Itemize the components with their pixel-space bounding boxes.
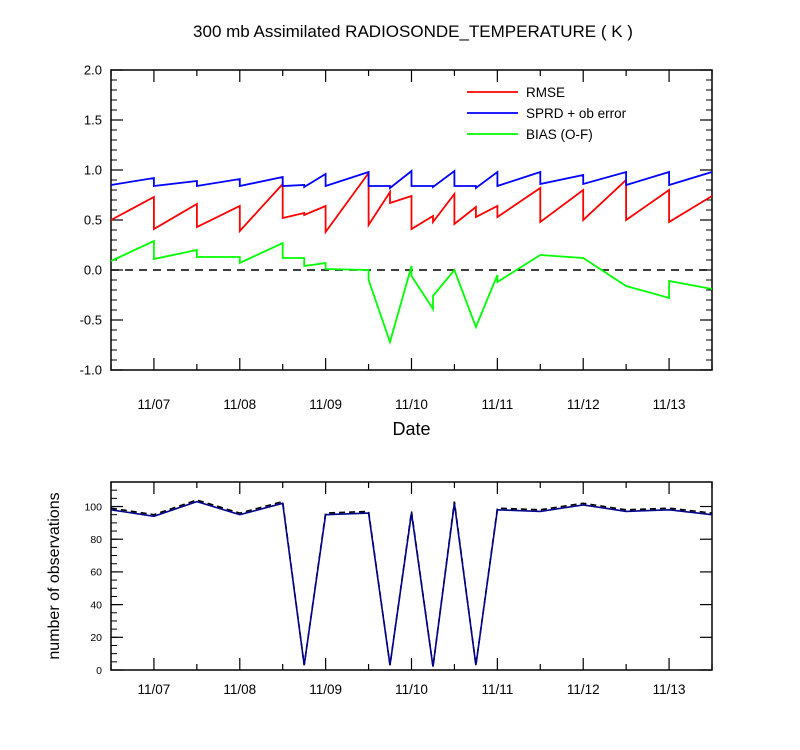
series-line-rmse	[110, 170, 713, 235]
bottom-panel-series	[110, 499, 713, 667]
y-tick-label: -0.5	[80, 313, 102, 328]
y-tick-label: 0.0	[84, 263, 102, 278]
x-tick-label: 11/09	[309, 397, 342, 412]
y-tick-label: 2.0	[84, 63, 102, 78]
series-line-bias-o-f	[110, 239, 713, 346]
x-tick-label: 11/13	[653, 397, 686, 412]
bottom-panel-tick-labels: 11/07 11/08 11/09 11/10 11/11 11/12 11/13 0 20 40…	[84, 501, 685, 697]
y-tick-label: 100	[84, 501, 102, 513]
chart-title: 300 mb Assimilated RADIOSONDE_TEMPERATUR…	[193, 22, 633, 41]
legend-label: RMSE	[526, 85, 565, 100]
legend: RMSE SPRD + ob error BIAS (O-F)	[467, 85, 627, 142]
y-tick-label: 20	[90, 632, 102, 644]
series-line-solid	[110, 500, 713, 667]
series-line-dashed	[110, 499, 713, 667]
y-tick-label: 60	[90, 567, 102, 579]
y-tick-label: 40	[90, 599, 102, 611]
x-tick-label: 11/09	[309, 682, 342, 697]
y-tick-label: 0.5	[84, 213, 102, 228]
x-tick-label: 11/12	[567, 682, 600, 697]
legend-label: SPRD + ob error	[526, 106, 627, 121]
y-tick-label: 1.0	[84, 163, 102, 178]
x-tick-label: 11/08	[223, 397, 256, 412]
x-tick-label: 11/08	[223, 682, 256, 697]
bottom-panel-ticks	[110, 481, 713, 671]
x-tick-label: 11/10	[395, 682, 428, 697]
y-tick-label: 1.5	[84, 113, 102, 128]
top-panel-ticks	[110, 69, 713, 371]
x-tick-label: 11/12	[567, 397, 600, 412]
series-line-sprd-ob-error	[110, 169, 713, 190]
top-panel-tick-labels: 11/07 11/08 11/09 11/10 11/11 11/12 11/13 -1.0 -…	[80, 63, 686, 412]
y-tick-label: -1.0	[80, 363, 102, 378]
x-tick-label: 11/11	[481, 397, 513, 412]
legend-label: BIAS (O-F)	[526, 127, 593, 142]
top-panel-series	[110, 169, 713, 346]
x-tick-label: 11/07	[138, 682, 171, 697]
y-tick-label: 0	[96, 665, 102, 677]
y-tick-label: 80	[90, 534, 102, 546]
x-tick-label: 11/11	[481, 682, 513, 697]
x-tick-label: 11/10	[395, 397, 428, 412]
x-axis-label: Date	[392, 419, 431, 439]
x-tick-label: 11/13	[653, 682, 686, 697]
x-tick-label: 11/07	[138, 397, 171, 412]
